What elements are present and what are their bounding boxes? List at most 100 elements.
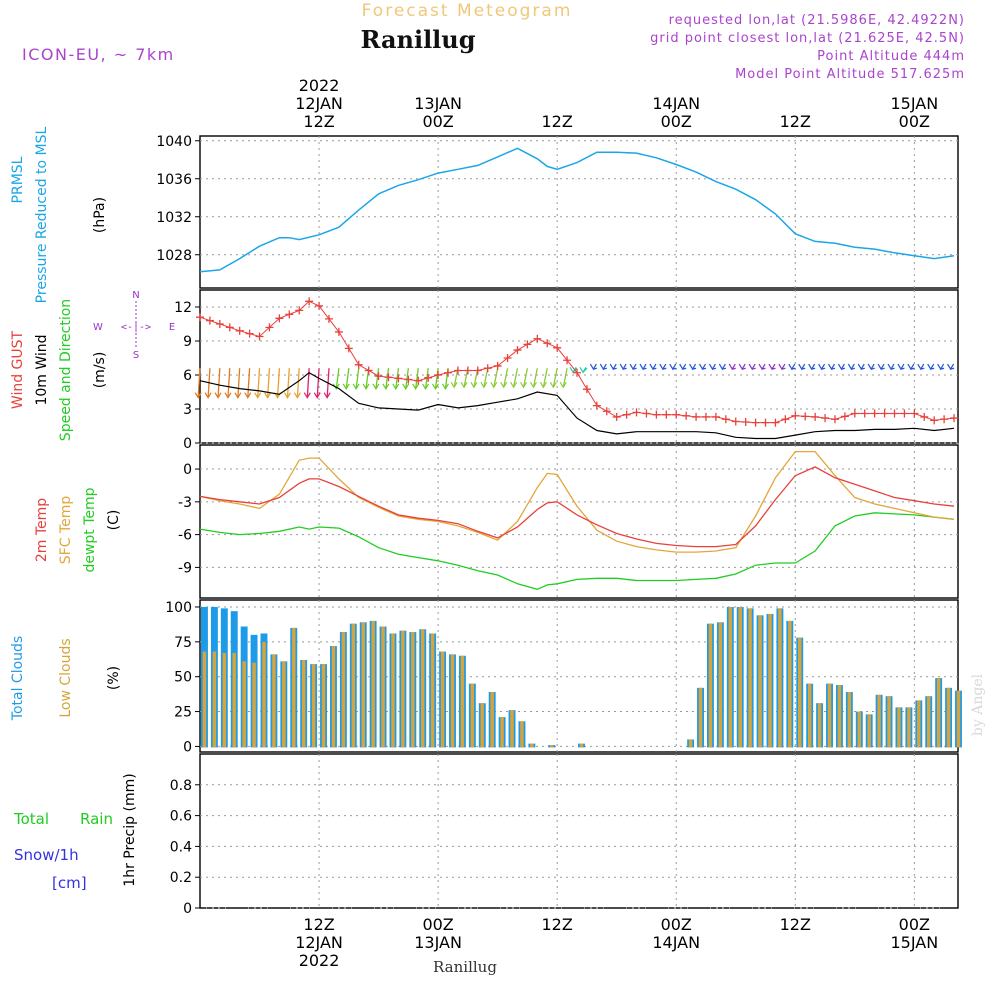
gust-marker <box>860 409 869 418</box>
gust-marker <box>503 354 512 362</box>
precip-cm-label: [cm] <box>52 874 87 892</box>
gust-marker <box>830 415 839 424</box>
time-label: 00Z <box>422 112 453 131</box>
gust-marker <box>573 368 582 377</box>
wind-arrow-head <box>718 363 726 371</box>
wind-arrow <box>217 368 221 398</box>
gust-marker <box>910 409 919 418</box>
gust-marker <box>781 415 790 424</box>
wind-arrow-head <box>748 363 756 371</box>
wind-arrow-head <box>234 392 242 399</box>
wind-arrow-head <box>313 392 321 399</box>
wind-arrow-head <box>323 392 331 399</box>
wind-arrow-head <box>412 383 420 391</box>
time-label: 00Z <box>422 915 453 934</box>
time-label: 00Z <box>661 112 692 131</box>
wind-arrow <box>345 368 350 389</box>
low-cloud-bar <box>778 608 782 748</box>
low-cloud-bar <box>807 683 812 748</box>
wind-arrow-head <box>402 383 410 391</box>
gust-marker <box>483 364 492 373</box>
gust-marker <box>771 418 780 427</box>
wind-arrow-head <box>788 363 796 371</box>
low-cloud-bar <box>470 683 475 748</box>
precip-total-label: Total <box>13 810 49 828</box>
gust-marker <box>940 415 949 424</box>
wind-arrow <box>512 368 519 388</box>
wind-arrow <box>197 368 201 398</box>
gust-marker <box>225 323 234 332</box>
gust-marker <box>662 410 671 419</box>
low-cloud-bar <box>510 710 514 748</box>
low-cloud-bar <box>331 646 336 748</box>
low-cloud-bar <box>440 651 445 748</box>
wind-arrow-head <box>837 363 845 371</box>
wind-direction-arrows <box>194 363 955 399</box>
wind-arrow <box>355 368 360 389</box>
wind-arrow <box>316 368 320 398</box>
wind-arrow-head <box>778 363 786 371</box>
time-label: 15JAN <box>890 94 938 113</box>
gust-marker <box>950 414 959 423</box>
low-cloud-bar <box>341 632 346 748</box>
gust-marker <box>741 418 750 427</box>
wind-labels: Wind GUST 10m Wind Speed and Direction (… <box>10 299 108 441</box>
gust-marker <box>255 332 264 341</box>
pressure-labels: PRMSL Pressure Reduced to MSL (hPa) <box>10 126 108 303</box>
gust-marker <box>682 411 691 420</box>
precip-rain-label: Rain <box>80 810 113 828</box>
wind-arrow-head <box>352 383 360 391</box>
wind-arrow-head <box>431 383 439 391</box>
low-cloud-bar <box>917 700 921 748</box>
gust-marker <box>642 409 651 418</box>
wind-arrow <box>237 368 241 398</box>
gust-marker <box>553 343 562 352</box>
gust-marker <box>543 339 552 348</box>
low-cloud-bar <box>708 623 713 748</box>
wind-arrow-head <box>947 363 955 371</box>
gust-marker <box>424 373 433 382</box>
low-cloud-bar <box>222 652 227 748</box>
wind-arrow-head <box>529 381 537 389</box>
wind-arrow-head <box>520 381 528 389</box>
wind-arrow <box>493 368 499 388</box>
wind-arrow-head <box>917 363 925 371</box>
time-label: 12Z <box>780 915 811 934</box>
wind-arrow-head <box>441 383 449 391</box>
gust-marker <box>285 310 294 319</box>
tick-label: 1028 <box>156 248 192 264</box>
time-label: 00Z <box>899 915 930 934</box>
compass-arrow: <-|-> <box>121 322 151 333</box>
time-label: 15JAN <box>890 933 938 952</box>
wind-arrow-head <box>798 363 806 371</box>
compass-s: S <box>133 350 139 361</box>
time-label: 13JAN <box>414 933 462 952</box>
gust-marker <box>731 417 740 426</box>
low-cloud-bar <box>282 661 286 748</box>
cloud-labels: Total Clouds Low Clouds (%) <box>10 636 122 721</box>
wind-arrow <box>385 368 390 389</box>
low-cloud-bar <box>490 692 494 748</box>
wind-arrow-head <box>619 363 627 371</box>
low-cloud-bar <box>956 690 961 748</box>
gust-marker <box>344 344 353 353</box>
precip-ylabel: 1hr Precip (mm) <box>122 773 138 886</box>
low-cloud-bar <box>926 696 931 748</box>
gust-marker <box>245 329 254 338</box>
gust-marker <box>196 313 204 322</box>
gust-marker <box>205 316 214 325</box>
low-cloud-bar <box>411 632 415 748</box>
low-cloud-bar <box>698 687 703 748</box>
gust-marker <box>870 409 879 418</box>
time-label: 12JAN <box>295 933 343 952</box>
wind-arrow-head <box>342 383 350 391</box>
wind-arrow <box>542 368 548 388</box>
wind-gust-series <box>199 300 955 424</box>
low-cloud-bar <box>857 711 862 748</box>
wind-arrow <box>286 368 290 398</box>
gust-marker <box>523 340 532 349</box>
low-cloud-bar <box>798 637 802 748</box>
cloud-bars <box>201 606 962 748</box>
panel-frame <box>199 753 959 909</box>
